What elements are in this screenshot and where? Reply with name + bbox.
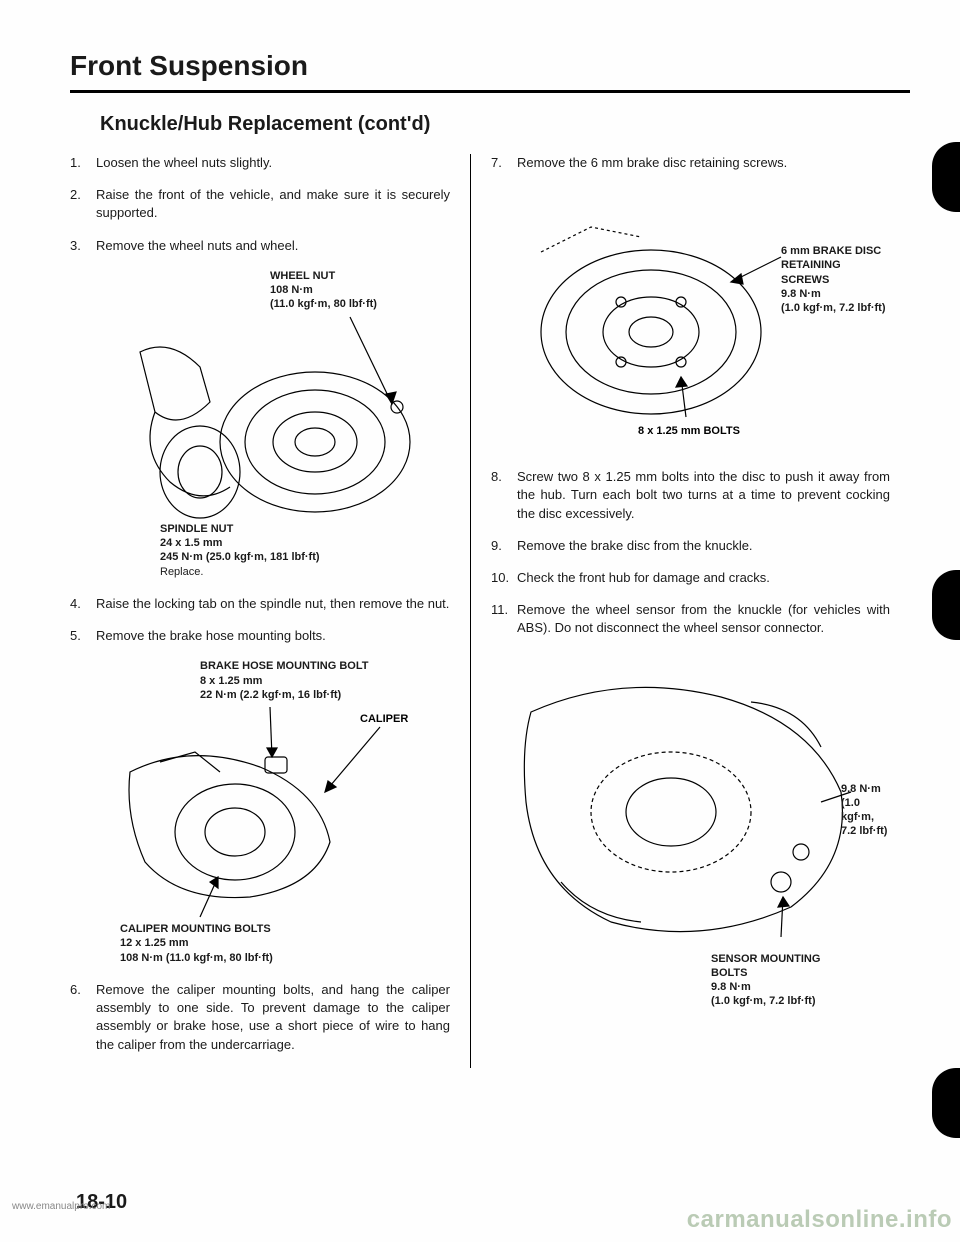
step-2: 2. Raise the front of the vehicle, and m… — [70, 186, 450, 222]
step-text: Raise the front of the vehicle, and make… — [96, 186, 450, 222]
main-title: Front Suspension — [70, 50, 910, 82]
wheel-nut-l1: WHEEL NUT — [270, 270, 335, 282]
wheel-nut-l2: 108 N·m — [270, 284, 313, 296]
left-column: 1. Loosen the wheel nuts slightly. 2. Ra… — [70, 154, 470, 1068]
hose-l2: 8 x 1.25 mm — [200, 675, 262, 687]
sensor-mount-label: SENSOR MOUNTING BOLTS 9.8 N·m (1.0 kgf·m… — [711, 952, 890, 1009]
brake-disc-diagram-icon: 8 x 1.25 mm BOLTS — [501, 202, 891, 452]
step-6: 6. Remove the caliper mounting bolts, an… — [70, 981, 450, 1054]
step-text: Remove the brake hose mounting bolts. — [96, 627, 450, 645]
retaining-screws-label: 6 mm BRAKE DISC RETAINING SCREWS 9.8 N·m… — [781, 244, 890, 315]
wheel-nut-l3: (11.0 kgf·m, 80 lbf·ft) — [270, 298, 377, 310]
right-steps: 7. Remove the 6 mm brake disc retaining … — [491, 154, 890, 172]
knuckle-diagram-icon — [501, 652, 891, 952]
spindle-l4: Replace. — [160, 566, 203, 578]
step-num: 8. — [491, 468, 517, 523]
mount-l1: CALIPER MOUNTING BOLTS — [120, 923, 271, 935]
step-9: 9. Remove the brake disc from the knuckl… — [491, 537, 890, 555]
step-11: 11. Remove the wheel sensor from the knu… — [491, 601, 890, 637]
hose-l1: BRAKE HOSE MOUNTING BOLT — [200, 660, 368, 672]
sub-title: Knuckle/Hub Replacement (cont'd) — [100, 113, 910, 136]
step-num: 6. — [70, 981, 96, 1054]
step-10: 10. Check the front hub for damage and c… — [491, 569, 890, 587]
step-text: Raise the locking tab on the spindle nut… — [96, 595, 450, 613]
step-num: 9. — [491, 537, 517, 555]
screws-l2: RETAINING SCREWS — [781, 259, 841, 285]
mount-l3: 108 N·m (11.0 kgf·m, 80 lbf·ft) — [120, 952, 273, 964]
step-4: 4. Raise the locking tab on the spindle … — [70, 595, 450, 613]
sensor-l2: BOLTS — [711, 967, 747, 979]
figure-brake-disc: 8 x 1.25 mm BOLTS 6 mm BRAKE DISC RETAIN… — [501, 202, 890, 452]
step-1: 1. Loosen the wheel nuts slightly. — [70, 154, 450, 172]
step-text: Loosen the wheel nuts slightly. — [96, 154, 450, 172]
wheel-diagram-icon — [100, 312, 430, 522]
right-column: 7. Remove the 6 mm brake disc retaining … — [470, 154, 890, 1068]
step-text: Check the front hub for damage and crack… — [517, 569, 890, 587]
left-steps: 1. Loosen the wheel nuts slightly. 2. Ra… — [70, 154, 450, 255]
step-8: 8. Screw two 8 x 1.25 mm bolts into the … — [491, 468, 890, 523]
screws-l1: 6 mm BRAKE DISC — [781, 245, 881, 257]
step-num: 2. — [70, 186, 96, 222]
brake-hose-label: BRAKE HOSE MOUNTING BOLT 8 x 1.25 mm 22 … — [200, 659, 450, 702]
page-content: Front Suspension Knuckle/Hub Replacement… — [0, 0, 960, 1098]
screws-l3: 9.8 N·m — [781, 288, 821, 300]
left-steps-end: 6. Remove the caliper mounting bolts, an… — [70, 981, 450, 1054]
step-num: 3. — [70, 237, 96, 255]
torque-l3: 7.2 lbf·ft) — [841, 825, 887, 837]
step-3: 3. Remove the wheel nuts and wheel. — [70, 237, 450, 255]
spindle-l3: 245 N·m (25.0 kgf·m, 181 lbf·ft) — [160, 551, 320, 563]
step-text: Remove the 6 mm brake disc retaining scr… — [517, 154, 890, 172]
caliper-diagram-icon: CALIPER — [100, 702, 430, 922]
step-text: Remove the brake disc from the knuckle. — [517, 537, 890, 555]
step-text: Remove the wheel nuts and wheel. — [96, 237, 450, 255]
step-text: Remove the wheel sensor from the knuckle… — [517, 601, 890, 637]
step-num: 7. — [491, 154, 517, 172]
caliper-text: CALIPER — [360, 713, 408, 725]
screws-l4: (1.0 kgf·m, 7.2 lbf·ft) — [781, 302, 886, 314]
left-steps-cont: 4. Raise the locking tab on the spindle … — [70, 595, 450, 645]
title-rule — [70, 90, 910, 93]
torque-l1: 9.8 N·m — [841, 783, 881, 795]
figure-caliper: BRAKE HOSE MOUNTING BOLT 8 x 1.25 mm 22 … — [100, 659, 450, 965]
step-5: 5. Remove the brake hose mounting bolts. — [70, 627, 450, 645]
figure-wheel-spindle: WHEEL NUT 108 N·m (11.0 kgf·m, 80 lbf·ft… — [100, 269, 450, 579]
watermark-left: www.emanualpro.com — [12, 1201, 110, 1212]
mount-l2: 12 x 1.25 mm — [120, 937, 189, 949]
hose-l3: 22 N·m (2.2 kgf·m, 16 lbf·ft) — [200, 689, 341, 701]
caliper-mount-label: CALIPER MOUNTING BOLTS 12 x 1.25 mm 108 … — [120, 922, 450, 965]
watermark-right: carmanualsonline.info — [687, 1206, 952, 1234]
torque-label: 9.8 N·m (1.0 kgf·m, 7.2 lbf·ft) — [841, 782, 890, 839]
torque-l2: (1.0 kgf·m, — [841, 797, 874, 823]
figure-sensor: 9.8 N·m (1.0 kgf·m, 7.2 lbf·ft) SENSOR M… — [501, 652, 890, 1009]
step-num: 4. — [70, 595, 96, 613]
right-steps-cont: 8. Screw two 8 x 1.25 mm bolts into the … — [491, 468, 890, 637]
step-text: Screw two 8 x 1.25 mm bolts into the dis… — [517, 468, 890, 523]
step-text: Remove the caliper mounting bolts, and h… — [96, 981, 450, 1054]
step-num: 5. — [70, 627, 96, 645]
step-num: 11. — [491, 601, 517, 637]
spindle-l2: 24 x 1.5 mm — [160, 537, 222, 549]
spindle-nut-label: SPINDLE NUT 24 x 1.5 mm 245 N·m (25.0 kg… — [160, 522, 450, 579]
step-num: 10. — [491, 569, 517, 587]
sensor-l1: SENSOR MOUNTING — [711, 953, 820, 965]
bolts-label: 8 x 1.25 mm BOLTS — [638, 425, 740, 437]
sensor-l4: (1.0 kgf·m, 7.2 lbf·ft) — [711, 995, 816, 1007]
two-column-layout: 1. Loosen the wheel nuts slightly. 2. Ra… — [70, 154, 910, 1068]
sensor-l3: 9.8 N·m — [711, 981, 751, 993]
wheel-nut-label: WHEEL NUT 108 N·m (11.0 kgf·m, 80 lbf·ft… — [270, 269, 450, 312]
spindle-l1: SPINDLE NUT — [160, 523, 233, 535]
step-num: 1. — [70, 154, 96, 172]
step-7: 7. Remove the 6 mm brake disc retaining … — [491, 154, 890, 172]
